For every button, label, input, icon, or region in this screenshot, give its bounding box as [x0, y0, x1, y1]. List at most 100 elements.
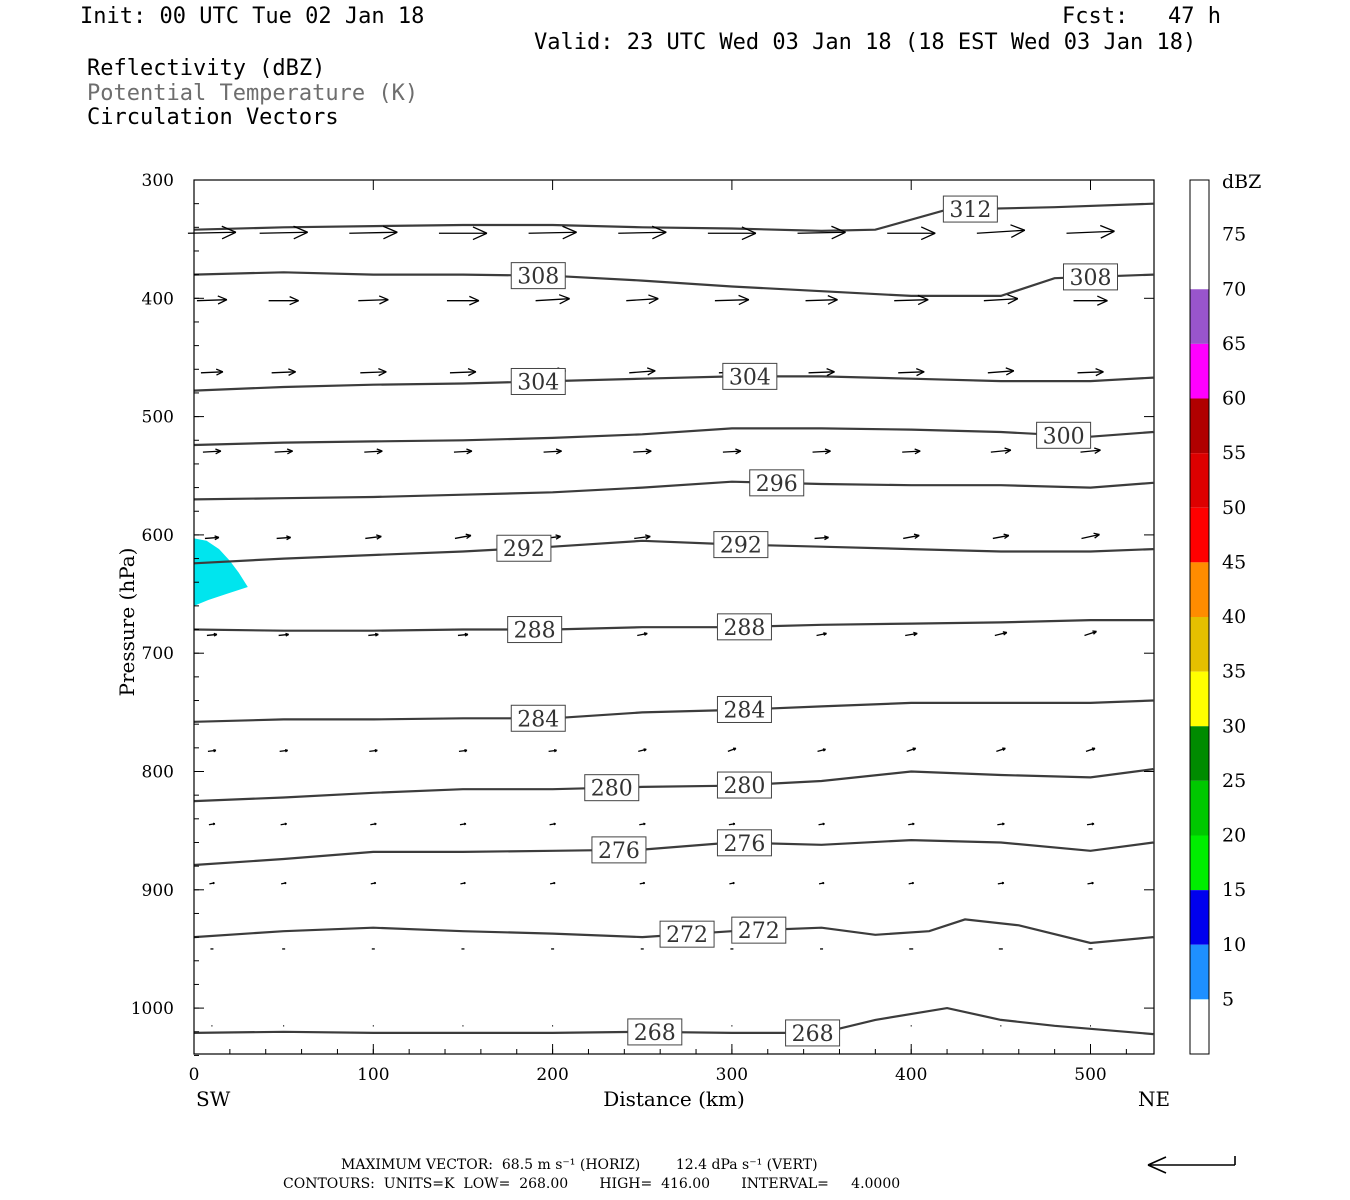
theta-contour-280 — [193, 768, 1154, 803]
circulation-vector — [364, 448, 383, 455]
circulation-vector — [1073, 295, 1108, 306]
theta-label-box — [942, 195, 998, 223]
circulation-vector — [812, 448, 831, 455]
colorbar-segment — [1190, 944, 1209, 1000]
valid-time: Valid: 23 UTC Wed 03 Jan 18 (18 EST Wed … — [534, 30, 1197, 55]
colorbar-segment — [1190, 289, 1209, 344]
colorbar-level-label: 15 — [1222, 879, 1246, 901]
theta-label-box — [731, 916, 787, 944]
theta-label-box — [713, 531, 769, 559]
y-tick-label: 800 — [142, 763, 174, 783]
circulation-vector — [208, 822, 216, 826]
colorbar-level-label: 40 — [1222, 606, 1246, 628]
theta-label-layer: 268 268 272 272 276 276 280 280 284 284 288 288 292 2… — [496, 195, 1118, 1047]
y-tick-label: 400 — [142, 289, 174, 309]
theta-label: 304 — [517, 370, 559, 395]
x-tick-label: 300 — [716, 1065, 748, 1085]
colorbar-segment — [1190, 617, 1209, 672]
y-tick-label: 500 — [142, 408, 174, 428]
circulation-vector — [805, 295, 838, 305]
theta-contour-300 — [193, 427, 1154, 447]
circulation-vector — [894, 294, 929, 306]
x-tick-label: 400 — [895, 1065, 927, 1085]
theta-label-box — [627, 1018, 683, 1046]
x-tick-label: 0 — [189, 1065, 200, 1085]
theta-label: 272 — [666, 923, 708, 948]
theta-label-box — [507, 616, 563, 644]
circulation-vector — [268, 296, 299, 306]
circulation-vector — [994, 631, 1008, 637]
theta-label: 284 — [517, 707, 559, 732]
colorbar-level-label: 25 — [1222, 770, 1246, 792]
circulation-vector — [202, 448, 222, 455]
y-tick-label: 600 — [142, 526, 174, 546]
theta-contour-296 — [193, 480, 1154, 501]
circulation-vector — [727, 747, 737, 752]
colorbar-frame — [1189, 179, 1210, 1055]
circulation-vector — [459, 822, 467, 826]
circulation-vector — [996, 747, 1006, 753]
circulation-vector — [276, 535, 291, 541]
colorbar-level-label: 65 — [1222, 333, 1246, 355]
theta-label-box — [496, 534, 552, 562]
circulation-vector — [816, 632, 827, 637]
circulation-vector — [271, 368, 296, 376]
circulation-vector — [814, 535, 829, 541]
x-end-label-left: SW — [196, 1087, 231, 1111]
colorbar-level-label: 10 — [1222, 934, 1246, 956]
contour-info: CONTOURS: UNITS=K LOW= 268.00 HIGH= 416.… — [283, 1176, 901, 1192]
circulation-vector — [633, 448, 652, 455]
circulation-vector — [457, 632, 469, 637]
colorbar-level-label: 30 — [1222, 715, 1246, 737]
theta-label: 276 — [598, 839, 640, 864]
circulation-vector — [818, 881, 825, 885]
y-axis-label: Pressure (hPa) — [115, 548, 139, 697]
circulation-vector — [458, 748, 468, 753]
theta-label: 308 — [517, 265, 559, 290]
circulation-vector — [369, 748, 378, 753]
colorbar-level-label: 20 — [1222, 825, 1246, 847]
theta-label: 280 — [723, 774, 765, 799]
init-time: Init: 00 UTC Tue 02 Jan 18 — [80, 4, 425, 29]
theta-label-box — [716, 695, 772, 723]
circulation-vector — [281, 881, 287, 885]
colorbar-segment — [1190, 999, 1209, 1054]
theta-contour-288 — [193, 619, 1154, 632]
theta-label-box — [722, 362, 778, 390]
colorbar-segment — [1190, 780, 1209, 836]
y-tick-label: 900 — [142, 881, 174, 901]
colorbar-segment — [1190, 835, 1209, 891]
theta-label: 288 — [723, 616, 765, 641]
x-tick-label: 100 — [357, 1065, 389, 1085]
theta-label: 284 — [723, 698, 765, 723]
theta-label: 280 — [591, 777, 633, 802]
x-end-label-right: NE — [1138, 1087, 1170, 1111]
circulation-vector — [997, 881, 1005, 885]
circulation-vector — [887, 226, 936, 241]
circulation-vector — [905, 631, 918, 637]
theta-label-box — [785, 1019, 841, 1047]
circulation-vector — [728, 822, 736, 826]
theta-label: 292 — [720, 534, 762, 559]
circulation-vector — [908, 822, 915, 826]
colorbar-segment — [1190, 507, 1209, 563]
circulation-vector — [370, 881, 377, 885]
circulation-vector — [543, 448, 562, 455]
theta-label-box — [659, 920, 715, 948]
theta-label-box — [510, 262, 566, 290]
theta-contour-304 — [193, 375, 1154, 392]
circulation-vector — [634, 534, 651, 540]
theta-contour-312 — [193, 202, 1154, 233]
circulation-vector — [535, 294, 570, 305]
theta-contour-layer — [193, 202, 1154, 1036]
colorbar-level-label: 55 — [1222, 442, 1246, 464]
theta-contour-308 — [193, 271, 1154, 297]
axes-layer: 0 100 200 300 400 500 300 400 500 600 700 800 900 100… — [115, 171, 1170, 1111]
theta-label: 268 — [792, 1022, 834, 1047]
theta-label-box — [1063, 263, 1118, 291]
theta-label: 300 — [1043, 424, 1085, 449]
colorbar-segment — [1190, 343, 1209, 399]
circulation-vector — [729, 881, 735, 885]
circulation-vector — [637, 632, 648, 637]
